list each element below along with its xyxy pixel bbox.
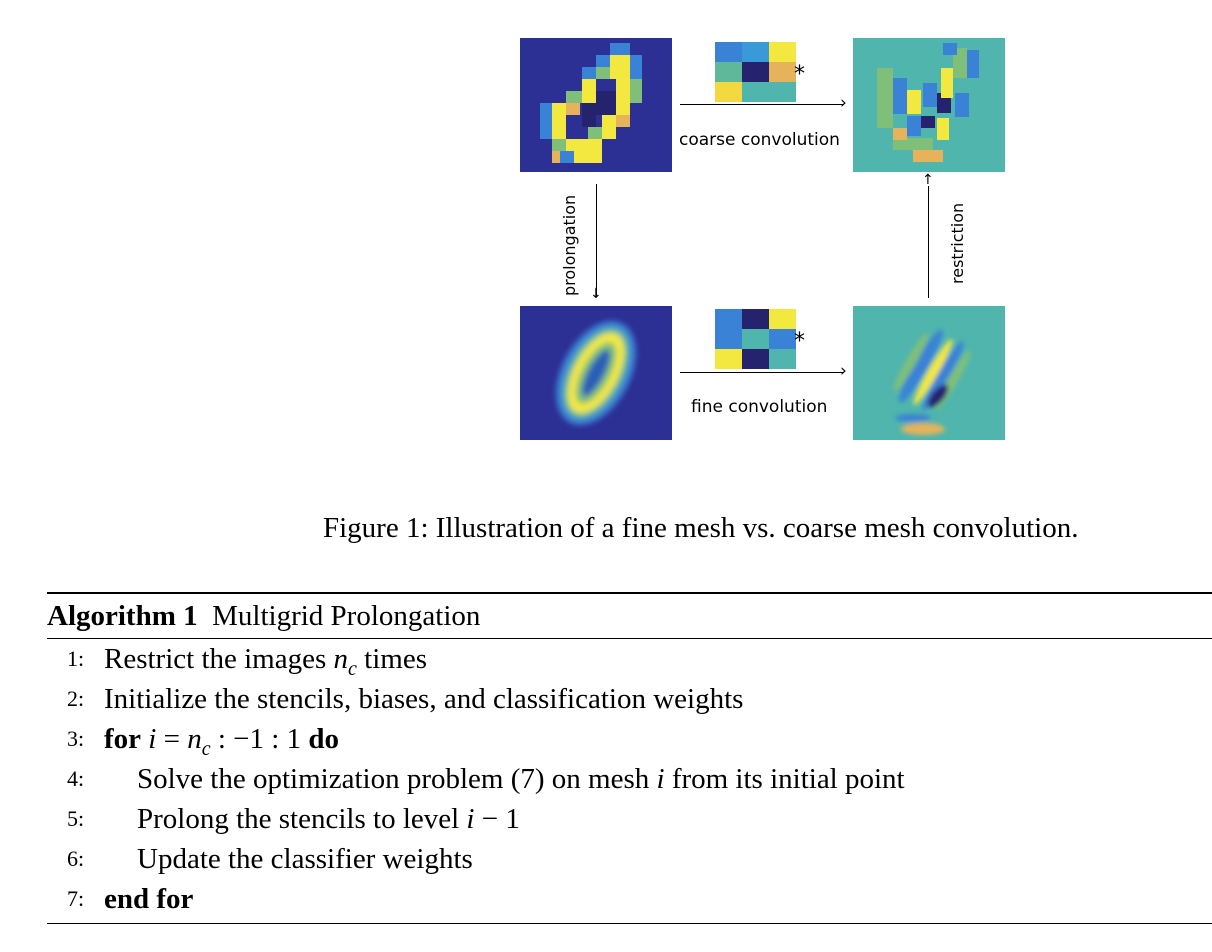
algorithm-name: Multigrid Prolongation — [212, 600, 481, 632]
arrowhead-top: › — [840, 93, 847, 113]
coarse-convolution-label: coarse convolution — [679, 130, 840, 150]
algorithm-line-6: 6: Update the classifier weights — [67, 843, 473, 875]
convolution-star-bottom: * — [794, 329, 805, 354]
arrowhead-up: ↑ — [922, 172, 934, 188]
algorithm-line-1: 1: Restrict the images nc times — [67, 643, 428, 680]
prolongation-label: prolongation — [560, 194, 579, 296]
prolongation-arrow — [596, 184, 597, 296]
algorithm-title: Algorithm 1 Multigrid Prolongation — [47, 594, 1212, 638]
algorithm-line-2: 2: Initialize the stencils, biases, and … — [67, 683, 744, 715]
figure-1: * › coarse convolution — [520, 38, 1005, 440]
fine-input-image — [520, 306, 672, 440]
fine-kernel — [715, 309, 796, 369]
restriction-arrow — [928, 186, 929, 298]
coarse-arrow — [680, 104, 844, 105]
algorithm-line-4: 4: Solve the optimization problem (7) on… — [67, 763, 905, 795]
algorithm-number: Algorithm 1 — [47, 600, 198, 632]
fine-output-image — [853, 306, 1005, 440]
algorithm-line-3: 3: for i = nc : −1 : 1 do — [67, 723, 339, 760]
algorithm-line-7: 7: end for — [67, 883, 194, 915]
arrowhead-bottom: › — [840, 361, 847, 381]
algorithm-1: Algorithm 1 Multigrid Prolongation 1: Re… — [47, 592, 1212, 924]
coarse-output-image — [853, 38, 1005, 172]
algorithm-line-5: 5: Prolong the stencils to level i − 1 — [67, 803, 520, 835]
coarse-input-image — [520, 38, 672, 172]
fine-arrow — [680, 372, 844, 373]
restriction-label: restriction — [948, 202, 967, 284]
header-rule — [47, 638, 1212, 639]
convolution-star-top: * — [794, 62, 805, 87]
fine-convolution-label: fine convolution — [691, 397, 828, 417]
top-rule — [47, 592, 1212, 594]
arrowhead-down: ↓ — [590, 286, 602, 302]
coarse-kernel — [715, 42, 796, 102]
figure-caption: Figure 1: Illustration of a fine mesh vs… — [323, 512, 1079, 544]
bottom-rule — [47, 923, 1212, 924]
